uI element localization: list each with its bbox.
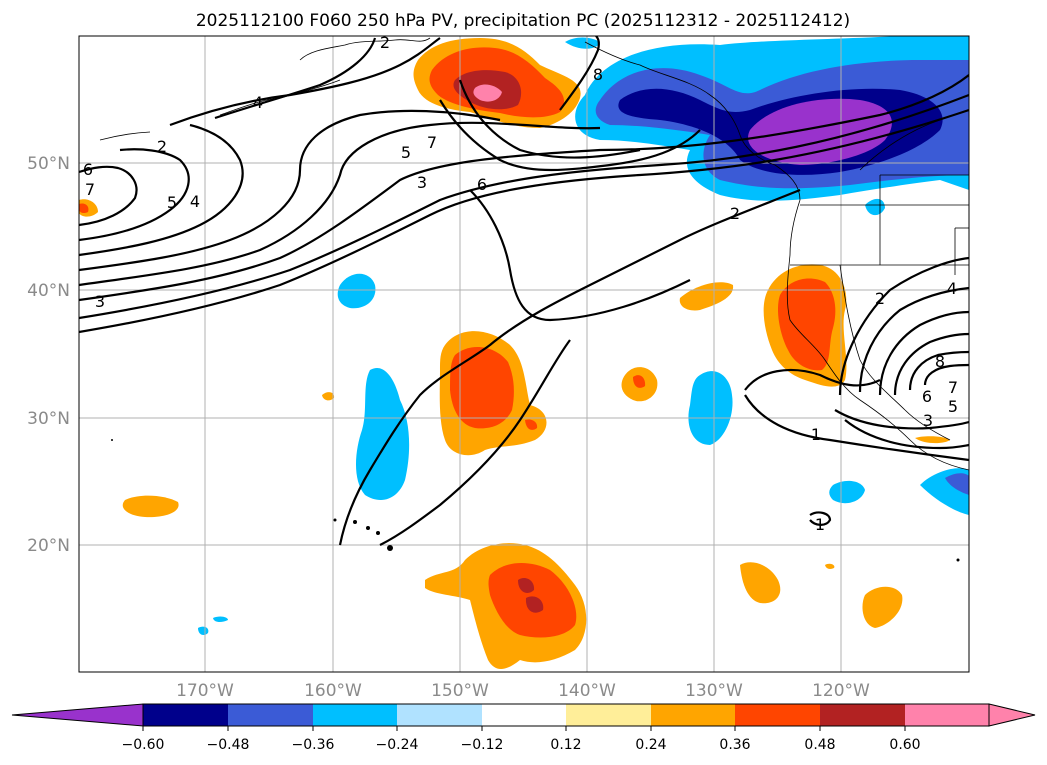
pv-label: 2 [875, 289, 885, 308]
pc-pos-region-south-4 [525, 596, 544, 613]
pc-pos-region-north-4 [473, 84, 502, 102]
lon-label: 140°W [558, 681, 616, 701]
pv-label: 3 [923, 411, 933, 430]
colorbar-tick-label: −0.36 [292, 737, 335, 753]
pv-label: 8 [593, 65, 603, 84]
lon-label: 150°W [431, 681, 489, 701]
longitude-labels: 170°W 160°W 150°W 140°W 130°W 120°W [176, 681, 870, 701]
colorbar-tick-label: −0.12 [461, 737, 504, 753]
pc-pos-region-s4 [825, 563, 835, 569]
lat-label: 40°N [27, 281, 70, 301]
pc-neg-region-nw-sm [565, 37, 600, 49]
pc-neg-region-b [356, 368, 410, 500]
colorbar-segment [397, 704, 482, 726]
colorbar-tick-label: 0.12 [550, 737, 581, 753]
pc-neg-region-d [829, 480, 865, 504]
pc-pos-region-center-3 [525, 419, 538, 430]
colorbar-segment [313, 704, 397, 726]
pv-label: 2 [380, 33, 390, 52]
pv-label: 6 [83, 160, 93, 179]
colorbar-segment [143, 704, 228, 726]
precip-positive-shading [79, 38, 950, 669]
pc-pos-region-s2 [862, 586, 903, 628]
lat-label: 20°N [27, 536, 70, 556]
pv-label: 4 [253, 93, 263, 112]
lat-label: 30°N [27, 409, 70, 429]
colorbar-segment [482, 704, 566, 726]
lon-label: 170°W [176, 681, 234, 701]
colorbar-tick-label: 0.60 [889, 737, 920, 753]
pc-neg-region-g [198, 626, 209, 636]
pc-pos-region-m3 [122, 495, 179, 518]
colorbar-tick-label: −0.48 [207, 737, 250, 753]
lon-label: 120°W [812, 681, 870, 701]
lat-label: 50°N [27, 154, 70, 174]
pc-neg-region-a [337, 273, 376, 309]
colorbar: −0.60 −0.48 −0.36 −0.24 −0.12 0.12 0.24 … [11, 703, 1036, 753]
pv-label: 7 [427, 133, 437, 152]
pc-pos-region-coast-2 [777, 278, 836, 371]
colorbar-min-extension [11, 703, 144, 727]
pc-pos-region-m5b [79, 203, 89, 214]
lon-label: 160°W [304, 681, 362, 701]
pc-neg-region-h [213, 616, 228, 623]
colorbar-segment [566, 704, 651, 726]
pv-label: 1 [815, 515, 825, 534]
colorbar-max-extension [988, 703, 1036, 727]
islands [111, 439, 960, 562]
colorbar-tick-label: −0.60 [122, 737, 165, 753]
pv-label: 7 [948, 378, 958, 397]
pc-pos-region-south-3 [518, 578, 535, 593]
pc-neg-region-c [688, 371, 733, 445]
pc-pos-region-m1 [679, 282, 734, 311]
pv-label: 6 [922, 387, 932, 406]
colorbar-segment [735, 704, 820, 726]
latitude-labels: 50°N 40°N 30°N 20°N [27, 154, 70, 556]
colorbar-tick-label: −0.24 [376, 737, 419, 753]
pv-label: 2 [157, 137, 167, 156]
pv-label: 3 [95, 292, 105, 311]
colorbar-tick-label: 0.36 [719, 737, 750, 753]
pv-label: 1 [811, 425, 821, 444]
colorbar-tick-label: 0.24 [635, 737, 666, 753]
pv-label: 2 [730, 204, 740, 223]
map-area: 2 4 6 7 5 4 3 7 5 3 6 8 2 2 1 1 2 4 8 7 … [79, 33, 969, 672]
colorbar-ticks [142, 726, 906, 731]
pv-contour-labels: 2 4 6 7 5 4 3 7 5 3 6 8 2 2 1 1 2 4 8 7 … [83, 33, 958, 534]
pc-pos-region-m2b [633, 375, 646, 388]
colorbar-segment [651, 704, 735, 726]
lon-label: 130°W [685, 681, 743, 701]
map-frame [78, 35, 970, 673]
graticule [79, 36, 969, 672]
map-title: 2025112100 F060 250 hPa PV, precipitatio… [196, 11, 850, 31]
pc-neg-region-e2 [945, 473, 969, 495]
pv-label: 6 [477, 175, 487, 194]
pv-label: 5 [401, 143, 411, 162]
colorbar-segment [820, 704, 905, 726]
pv-label: 7 [85, 180, 95, 199]
pc-pos-region-s1 [740, 562, 781, 604]
pv-label: 3 [417, 173, 427, 192]
pv-label: 4 [947, 279, 957, 298]
pv-label: 5 [167, 193, 177, 212]
colorbar-segment [228, 704, 313, 726]
pv-label: 5 [948, 397, 958, 416]
pv-label: 8 [935, 352, 945, 371]
colorbar-segment [905, 704, 989, 726]
pc-pos-region-m4 [322, 392, 335, 401]
pc-pos-region-center-2 [450, 346, 514, 429]
pc-pos-region-s3 [915, 436, 950, 444]
colorbar-tick-label: 0.48 [804, 737, 835, 753]
pv-contours [79, 36, 969, 546]
pv-label: 4 [190, 192, 200, 211]
